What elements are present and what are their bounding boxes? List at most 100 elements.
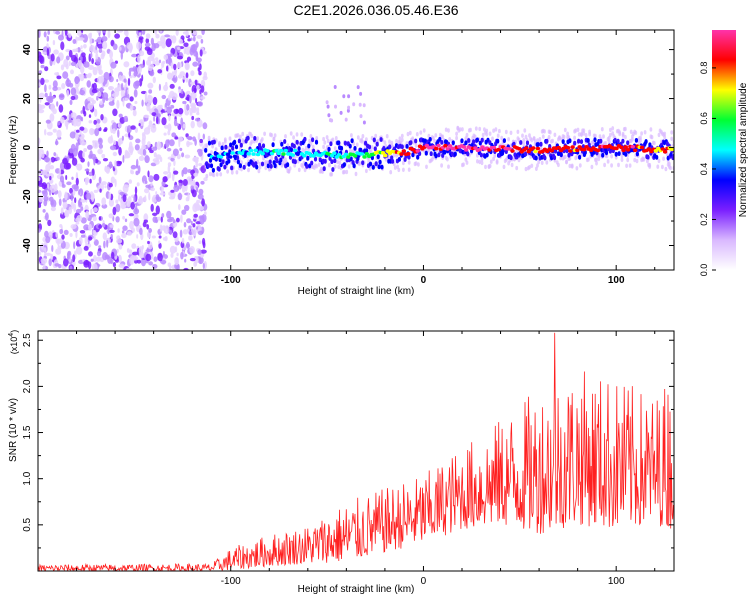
track-core — [415, 149, 420, 153]
noise-speckle — [80, 206, 84, 211]
track-core — [570, 145, 575, 149]
track-core — [346, 155, 351, 159]
noise-speckle — [87, 102, 94, 111]
noise-speckle — [196, 199, 201, 204]
noise-speckle — [63, 229, 69, 235]
track-core — [619, 145, 624, 150]
noise-speckle — [180, 88, 184, 95]
track-band — [365, 148, 369, 154]
track-halo — [292, 135, 295, 140]
noise-speckle — [55, 30, 61, 35]
noise-speckle — [145, 33, 151, 39]
noise-speckle — [92, 216, 97, 222]
noise-speckle — [192, 61, 199, 67]
noise-speckle — [43, 199, 48, 207]
noise-speckle — [141, 74, 144, 82]
noise-speckle — [178, 89, 182, 94]
y-tick-label: 2.5 — [22, 333, 33, 347]
noise-speckle — [112, 108, 118, 117]
noise-speckle — [78, 150, 84, 160]
noise-speckle — [92, 140, 96, 144]
track-halo — [587, 157, 590, 162]
track-band — [348, 143, 352, 149]
track-halo — [610, 163, 613, 168]
noise-speckle — [153, 173, 160, 181]
track-core — [662, 150, 668, 154]
noise-speckle — [111, 251, 115, 259]
noise-speckle — [200, 96, 206, 100]
noise-speckle — [190, 120, 195, 129]
noise-speckle — [146, 231, 152, 238]
track-halo — [502, 164, 506, 170]
track-halo — [330, 172, 334, 177]
track-band — [242, 164, 246, 170]
noise-speckle — [57, 120, 61, 126]
noise-speckle — [144, 188, 150, 194]
noise-speckle — [171, 113, 176, 117]
noise-speckle — [198, 240, 202, 244]
noise-speckle — [52, 128, 57, 133]
track-band — [509, 155, 513, 161]
track-halo — [657, 132, 661, 138]
noise-speckle — [38, 30, 41, 38]
noise-speckle — [56, 75, 62, 80]
track-halo — [288, 166, 292, 171]
track-core — [218, 154, 224, 159]
noise-speckle — [97, 43, 104, 49]
noise-speckle — [150, 182, 153, 187]
noise-speckle — [38, 151, 42, 160]
track-halo — [321, 169, 324, 174]
noise-speckle — [138, 36, 144, 40]
track-halo — [481, 132, 485, 138]
x-tick-label: -100 — [221, 576, 241, 587]
spectrogram-x-axis: -100 0 100 — [76, 30, 656, 286]
noise-speckle — [50, 53, 55, 62]
track-halo — [558, 135, 561, 141]
noise-speckle — [49, 179, 54, 184]
track-halo — [336, 159, 339, 165]
noise-speckle — [80, 234, 86, 238]
track-halo — [350, 133, 353, 138]
track-band — [380, 164, 384, 170]
track-band — [475, 137, 479, 143]
noise-speckle — [152, 146, 158, 151]
noise-speckle — [189, 95, 192, 104]
track-halo — [545, 160, 549, 165]
noise-speckle — [94, 128, 100, 137]
noise-speckle — [44, 66, 49, 72]
noise-speckle — [176, 55, 183, 60]
snr-scale-label: (x104) — [8, 330, 19, 354]
track-band — [374, 161, 378, 167]
noise-speckle — [135, 138, 141, 144]
y-tick-label: -40 — [22, 238, 33, 253]
track-halo — [522, 138, 526, 143]
noise-speckle — [80, 45, 83, 50]
noise-speckle — [179, 229, 183, 238]
noise-speckle — [145, 253, 152, 262]
noise-speckle — [192, 223, 196, 228]
noise-speckle — [167, 130, 171, 136]
track-halo — [361, 134, 365, 139]
noise-speckle — [44, 156, 50, 163]
track-halo — [270, 133, 273, 138]
noise-speckle — [185, 133, 189, 138]
noise-speckle — [177, 74, 183, 79]
track-band — [306, 155, 310, 161]
noise-speckle — [64, 30, 68, 36]
noise-speckle — [175, 30, 179, 36]
noise-speckle — [143, 219, 148, 223]
noise-speckle — [149, 70, 155, 77]
noise-speckle — [133, 217, 140, 227]
noise-speckle — [171, 77, 177, 82]
track-halo — [634, 130, 638, 135]
noise-speckle — [116, 99, 120, 109]
noise-speckle — [124, 218, 128, 223]
noise-speckle — [58, 198, 62, 206]
noise-speckle — [71, 157, 78, 166]
noise-speckle — [79, 73, 85, 82]
track-band — [308, 163, 312, 169]
track-artifact — [358, 102, 362, 107]
noise-speckle — [203, 211, 207, 216]
track-halo — [492, 128, 495, 133]
noise-speckle — [145, 248, 152, 253]
